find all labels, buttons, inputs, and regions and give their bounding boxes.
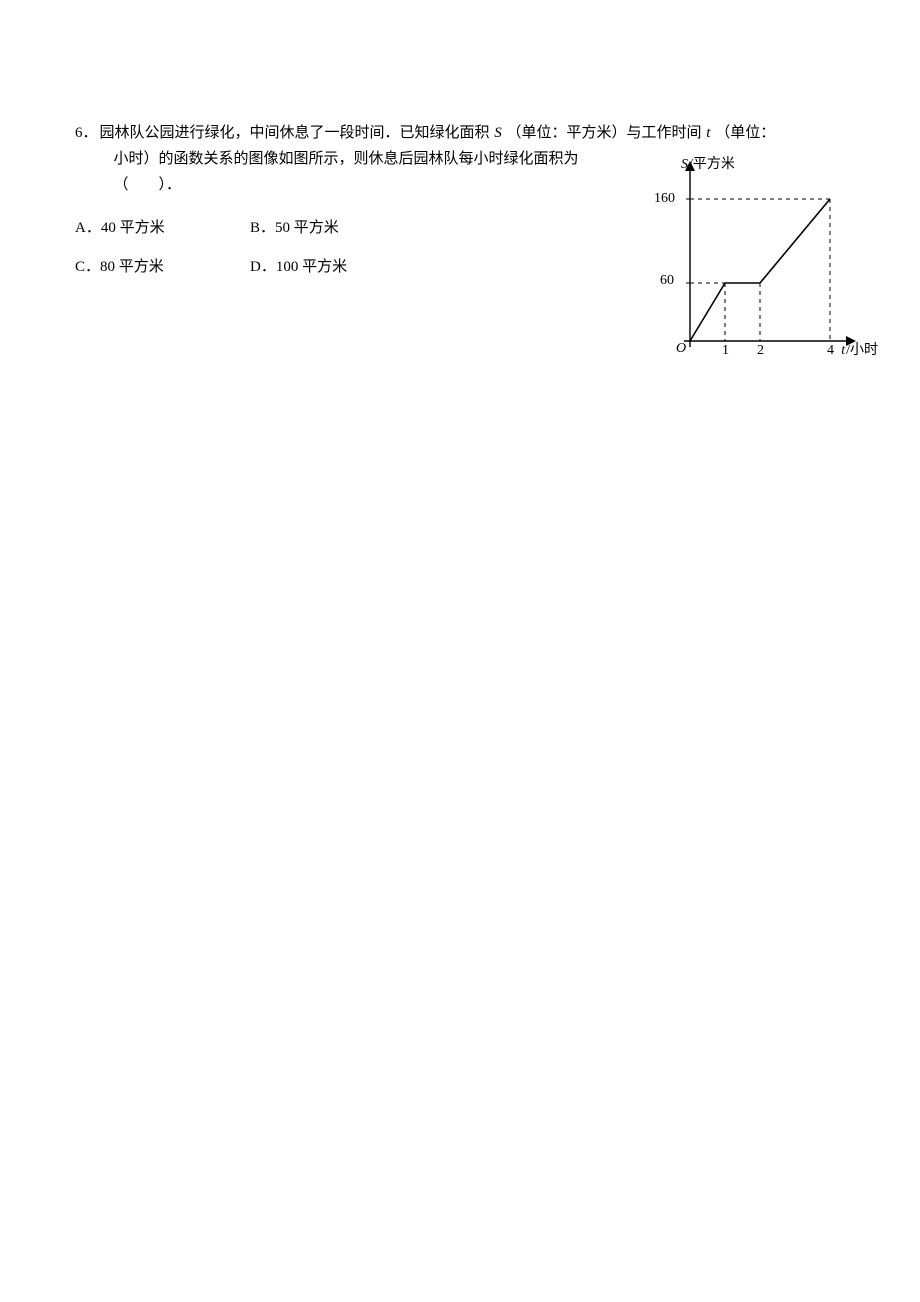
variable-t: t <box>705 125 711 141</box>
chart-container: S/平方米 160 60 O 1 2 4 t/小时 <box>660 155 860 365</box>
y-tick-160-label: 160 <box>654 191 675 207</box>
x-tick-2-label: 2 <box>757 343 764 359</box>
option-c: C．80 平方米 <box>75 255 250 276</box>
y-tick-60-label: 60 <box>660 273 674 289</box>
y-axis-unit: /平方米 <box>689 157 735 172</box>
option-a: A．40 平方米 <box>75 216 250 237</box>
x-tick-4-label: 4 <box>827 343 834 359</box>
q-text-part1: 园林队公园进行绿化，中间休息了一段时间．已知绿化面积 <box>100 125 490 141</box>
x-axis-unit: /小时 <box>846 343 878 358</box>
question-number: 6． <box>75 120 100 146</box>
x-axis-label: t/小时 <box>840 339 878 359</box>
q-text-unit-s: （单位：平方米）与工作时间 <box>507 125 702 141</box>
option-b: B．50 平方米 <box>250 216 425 237</box>
chart-svg <box>660 155 860 365</box>
variable-s: S <box>493 125 503 141</box>
option-d: D．100 平方米 <box>250 255 425 276</box>
question-line-1: 园林队公园进行绿化，中间休息了一段时间．已知绿化面积 S （单位：平方米）与工作… <box>100 120 845 146</box>
origin-label: O <box>676 341 686 357</box>
y-axis-label: S/平方米 <box>680 153 735 173</box>
exam-page: 6． 园林队公园进行绿化，中间休息了一段时间．已知绿化面积 S （单位：平方米）… <box>0 0 920 1302</box>
y-axis-var: S <box>680 157 689 172</box>
q-text-unit-t: （单位： <box>715 125 775 141</box>
x-tick-1-label: 1 <box>722 343 729 359</box>
